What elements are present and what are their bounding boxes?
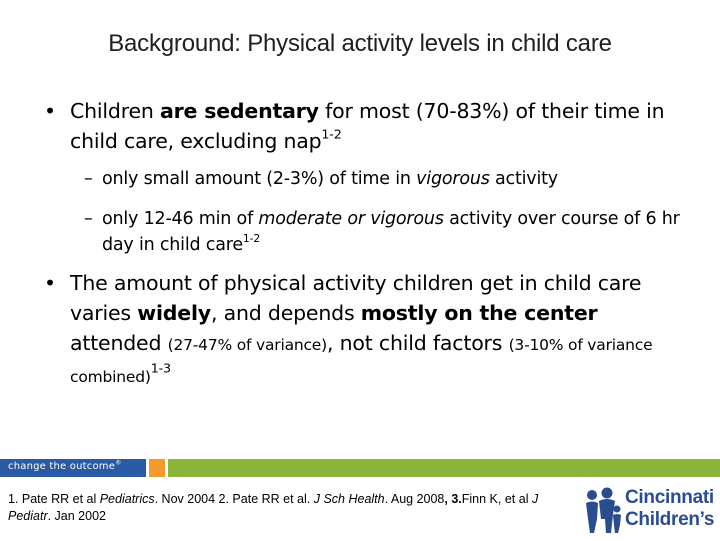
bullet-text: , and depends [210, 301, 361, 325]
bullet-text: attended [70, 331, 168, 355]
brand-band: change the outcome® [0, 459, 720, 477]
sub-bullet-text: activity [489, 169, 558, 189]
bullet-emphasis: widely [137, 301, 211, 325]
bullet-sedentary: • Children are sedentary for most (70-83… [44, 96, 684, 156]
cincinnati-childrens-logo: Cincinnati Children’s [583, 485, 717, 537]
slide-title: Background: Physical activity levels in … [108, 30, 612, 57]
sub-bullet-text: activity over course of 6 hr day in chil… [102, 209, 680, 255]
reference-text: Finn K, et al [461, 492, 532, 506]
journal-name: Pediatrics [99, 492, 155, 506]
sub-bullet-vigorous: – only small amount (2-3%) of time in vi… [44, 166, 684, 192]
bullet-text: Children [70, 99, 161, 123]
bullet-text: for most (70-83%) of their time in child… [70, 99, 665, 153]
journal-name: J Sch Health [313, 492, 385, 506]
bullet-emphasis: are sedentary [160, 99, 319, 123]
bullet-emphasis: mostly on the center [360, 301, 598, 325]
reference-text: . Jan 2002 [47, 509, 106, 523]
reference-text: 1. Pate RR et al [8, 492, 100, 506]
sub-bullet-text: only 12-46 min of [102, 209, 259, 229]
bullet-marker: • [44, 99, 56, 123]
variance-note: (3-10% of variance combined) [70, 336, 653, 386]
logo-wordmark: Cincinnati Children’s [625, 487, 715, 531]
logo-line-1: Cincinnati [625, 487, 714, 508]
slide-body: • Children are sedentary for most (70-83… [44, 96, 684, 392]
reference-text: . Aug 2008 [384, 492, 445, 506]
variance-note: (27-47% of variance) [167, 336, 328, 354]
logo-line-2: Children’s [625, 509, 715, 530]
citation-superscript: 1-3 [150, 360, 171, 376]
sub-bullet-text: only small amount (2-3%) of time in [102, 169, 417, 189]
sub-bullet-emphasis: moderate or vigorous [258, 209, 444, 229]
citation-superscript: 1-2 [321, 126, 342, 142]
bullet-text: , not child factors [327, 331, 509, 355]
bullet-text: The amount of physical activity children… [70, 271, 642, 325]
citation-superscript: 1-2 [242, 231, 261, 245]
journal-name: J Pediatr [8, 492, 539, 523]
reference-text: . Nov 2004 2. Pate RR et al. [154, 492, 314, 506]
sub-bullet-emphasis: vigorous [416, 169, 490, 189]
bullet-marker: • [44, 271, 56, 295]
reference-number: , 3. [444, 492, 462, 506]
band-blue-segment: change the outcome® [0, 459, 146, 477]
sub-bullet-moderate: – only 12-46 min of moderate or vigorous… [44, 206, 684, 258]
bullet-variation: • The amount of physical activity childr… [44, 268, 684, 392]
references: 1. Pate RR et al Pediatrics. Nov 2004 2.… [8, 491, 568, 525]
trademark-mark: ® [115, 459, 122, 467]
sub-bullet-marker: – [84, 169, 93, 189]
band-green-segment [168, 459, 720, 477]
sub-bullet-marker: – [84, 209, 93, 229]
family-figures-icon [586, 487, 621, 533]
tagline: change the outcome® [8, 459, 122, 472]
band-orange-segment [149, 459, 165, 477]
